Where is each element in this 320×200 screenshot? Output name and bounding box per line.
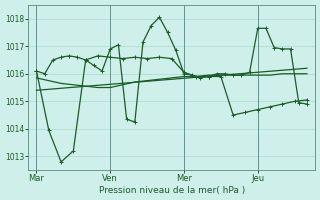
X-axis label: Pression niveau de la mer( hPa ): Pression niveau de la mer( hPa ) [99, 186, 245, 195]
